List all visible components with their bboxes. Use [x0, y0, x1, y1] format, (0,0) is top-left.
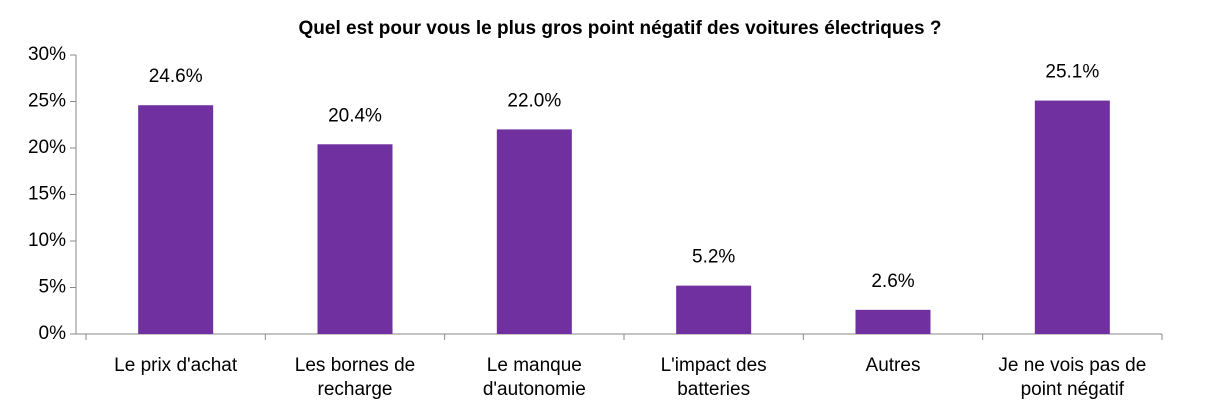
bar [676, 285, 752, 334]
y-tick-label: 10% [28, 230, 66, 251]
y-tick-label: 25% [28, 91, 66, 112]
value-label: 25.1% [1045, 62, 1099, 83]
bar [1034, 100, 1110, 334]
value-label: 22.0% [507, 90, 561, 111]
x-tick-label: L'impact des batteries [660, 355, 767, 400]
value-label: 20.4% [328, 105, 382, 126]
value-label: 24.6% [149, 66, 203, 87]
value-label: 5.2% [692, 247, 735, 268]
value-label: 2.6% [871, 271, 914, 292]
bar [855, 309, 931, 334]
y-tick-label: 20% [28, 137, 66, 158]
chart-title: Quel est pour vous le plus gros point né… [299, 18, 942, 39]
y-tick-label: 5% [39, 277, 67, 298]
x-tick-label: Le prix d'achat [114, 355, 238, 376]
y-tick-label: 0% [39, 323, 67, 344]
y-tick-label: 15% [28, 184, 66, 205]
y-tick-label: 30% [28, 44, 66, 65]
x-tick-label: Les bornes de recharge [294, 355, 416, 400]
x-tick-label: Je ne vois pas de point négatif [998, 355, 1147, 400]
bar [317, 144, 393, 334]
x-tick-label: Le manque d'autonomie [482, 355, 586, 400]
bar [138, 105, 214, 334]
x-tick-label: Autres [865, 355, 921, 376]
bar [496, 129, 572, 334]
